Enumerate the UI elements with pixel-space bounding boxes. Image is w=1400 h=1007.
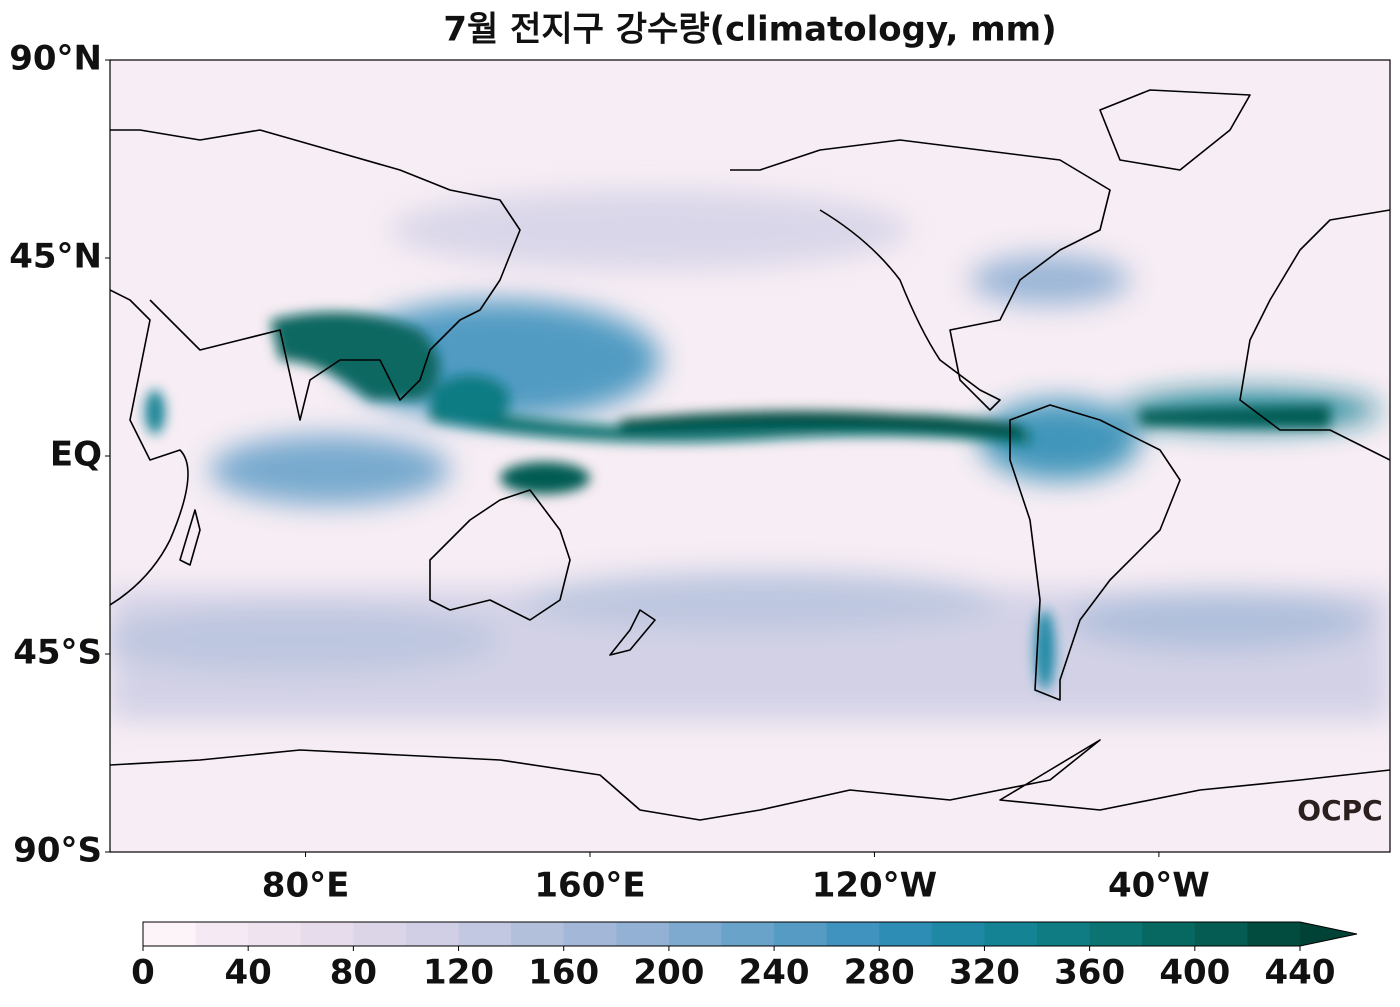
colorbar-tick-label: 240 [739,953,810,993]
colorbar-bin [1247,922,1301,946]
precip-field [110,60,1390,852]
y-tick-label: 45°S [13,633,102,673]
colorbar-tick-label: 160 [528,953,599,993]
logo: OCPC [1297,794,1382,827]
colorbar-tick-label: 0 [131,953,155,993]
colorbar-bin [405,922,460,946]
colorbar-bin [774,922,828,946]
colorbar-bin [721,922,775,946]
x-tick-label: 80°E [262,866,350,906]
x-tick-label: 40°W [1108,866,1210,906]
x-tick-label: 120°W [812,866,937,906]
x-tick-label: 160°E [534,866,645,906]
colorbar-extend [1300,922,1357,946]
colorbar-bin [668,922,722,946]
coastlines [110,89,1390,821]
colorbar-tick-label: 360 [1054,953,1125,993]
colorbar-tick-label: 120 [423,953,494,993]
colorbar-tick-label: 200 [633,953,704,993]
colorbar-bin [984,922,1038,946]
colorbar-bin [931,922,985,946]
colorbar-tick-label: 320 [949,953,1020,993]
colorbar-tick-label: 400 [1159,953,1230,993]
colorbar-tick-label: 280 [844,953,915,993]
colorbar-bin [879,922,933,946]
colorbar-tick-label: 40 [225,953,272,993]
colorbar-bin [458,922,512,946]
colorbar-bin [353,922,407,946]
colorbar-bin [511,922,565,946]
colorbar-bin [1037,922,1091,946]
title: 7월 전지구 강수량(climatology, mm) [443,10,1056,50]
y-tick-label: 45°N [9,237,102,277]
colorbar-bin [300,922,354,946]
colorbar-bin [143,922,197,946]
y-tick-label: 90°S [13,831,102,871]
y-tick-label: EQ [50,435,102,475]
colorbar-frame [142,921,1358,947]
colorbar-bin [1089,922,1143,946]
colorbar-bin [616,922,670,946]
colorbar-bin [1142,922,1196,946]
colorbar-bin [195,922,249,946]
colorbar-tick-label: 80 [330,953,377,993]
colorbar-bin [563,922,617,946]
colorbar-bin [248,922,302,946]
colorbar-bin [1194,922,1248,946]
y-tick-label: 90°N [9,39,102,79]
colorbar-bin [826,922,880,946]
colorbar-tick-label: 440 [1265,953,1336,993]
